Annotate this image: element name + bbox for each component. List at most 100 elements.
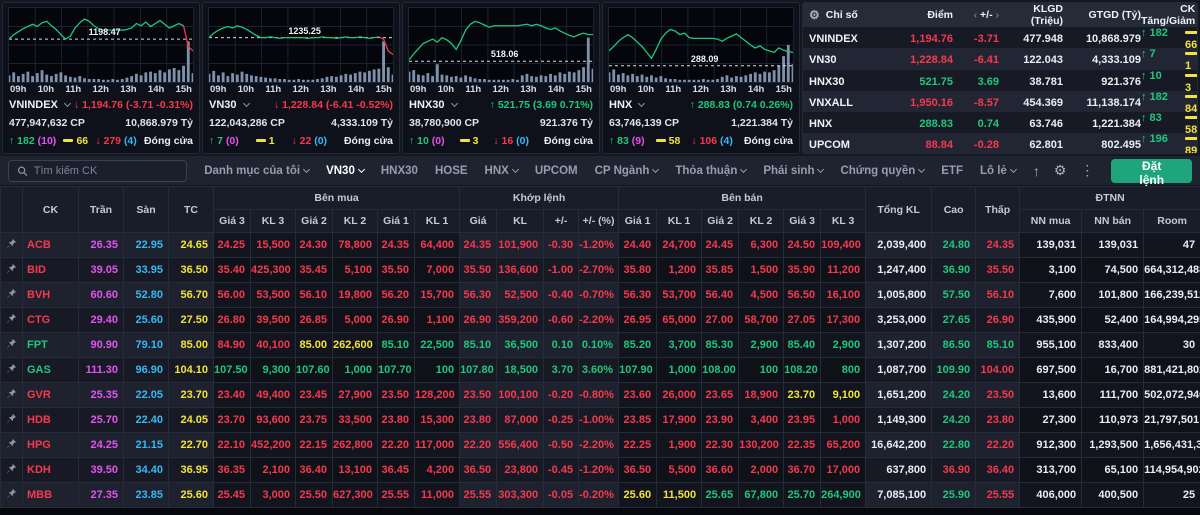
match-price[interactable]: 26.90 xyxy=(459,307,498,333)
pin-cell[interactable] xyxy=(0,307,23,333)
buy-price[interactable]: 24.30 xyxy=(295,232,333,258)
sell-volume[interactable]: 24,700 xyxy=(656,232,703,258)
symbol-cell[interactable]: KDH xyxy=(22,457,79,483)
buy-price[interactable]: 23.50 xyxy=(377,382,415,408)
sell-price[interactable]: 107.90 xyxy=(618,357,658,383)
sell-price[interactable]: 22.35 xyxy=(783,432,822,458)
sell-volume[interactable]: 1,000 xyxy=(820,407,867,433)
buy-volume[interactable]: 11,000 xyxy=(413,482,461,508)
sell-price[interactable]: 56.50 xyxy=(783,282,822,308)
sell-volume[interactable]: 1,500 xyxy=(738,257,785,283)
sell-volume[interactable]: 2,900 xyxy=(820,332,867,358)
tab-thỏa-thuận[interactable]: Thỏa thuận xyxy=(675,165,748,177)
buy-volume[interactable]: 4,200 xyxy=(413,457,461,483)
tab-hnx[interactable]: HNX xyxy=(485,165,519,177)
buy-volume[interactable]: 425,300 xyxy=(250,257,296,283)
sell-volume[interactable]: 2,000 xyxy=(738,457,785,483)
col-sell-gia3[interactable]: Giá 3 xyxy=(783,209,822,233)
index-row-vnindex[interactable]: VNINDEX 1,194.76 -3.71 477.948 10,868.979 ↑ 1… xyxy=(803,27,1197,51)
buy-volume[interactable]: 5,000 xyxy=(332,307,378,333)
sell-price[interactable]: 25.70 xyxy=(783,482,822,508)
buy-price[interactable]: 107.70 xyxy=(377,357,415,383)
pin-cell[interactable] xyxy=(0,407,23,433)
sell-volume[interactable]: 11,500 xyxy=(656,482,703,508)
sell-volume[interactable]: 26,000 xyxy=(656,382,703,408)
buy-volume[interactable]: 262,800 xyxy=(332,432,378,458)
buy-price[interactable]: 56.00 xyxy=(213,282,251,308)
buy-price[interactable]: 85.10 xyxy=(377,332,415,358)
buy-volume[interactable]: 22,500 xyxy=(413,332,461,358)
buy-volume[interactable]: 452,200 xyxy=(250,432,296,458)
sell-volume[interactable]: 58,700 xyxy=(738,307,785,333)
symbol-cell[interactable]: BID xyxy=(22,257,79,283)
match-price[interactable]: 56.30 xyxy=(459,282,498,308)
col-sell-gia2[interactable]: Giá 2 xyxy=(701,209,740,233)
buy-volume[interactable]: 19,800 xyxy=(332,282,378,308)
symbol-cell[interactable]: HDB xyxy=(22,407,79,433)
pin-cell[interactable] xyxy=(0,282,23,308)
col-sell-gia1[interactable]: Giá 1 xyxy=(618,209,658,233)
buy-volume[interactable]: 627,300 xyxy=(332,482,378,508)
symbol-cell[interactable]: ACB xyxy=(22,232,79,258)
pin-cell[interactable] xyxy=(0,482,23,508)
sell-price[interactable]: 23.85 xyxy=(618,407,658,433)
buy-volume[interactable]: 53,500 xyxy=(250,282,296,308)
sell-price[interactable]: 85.30 xyxy=(701,332,740,358)
sell-volume[interactable]: 9,100 xyxy=(820,382,867,408)
buy-volume[interactable]: 262,600 xyxy=(332,332,378,358)
sell-volume[interactable]: 3,700 xyxy=(656,332,703,358)
buy-price[interactable]: 107.60 xyxy=(295,357,333,383)
sell-price[interactable]: 108.20 xyxy=(783,357,822,383)
sell-price[interactable]: 35.80 xyxy=(618,257,658,283)
buy-price[interactable]: 23.45 xyxy=(295,382,333,408)
col-cao[interactable]: Cao xyxy=(931,186,977,233)
index-name-dropdown[interactable]: HNX30 xyxy=(409,97,458,114)
pin-cell[interactable] xyxy=(0,382,23,408)
pin-cell[interactable] xyxy=(0,232,23,258)
sell-volume[interactable]: 65,200 xyxy=(820,432,867,458)
symbol-cell[interactable]: FPT xyxy=(22,332,79,358)
col-change[interactable]: ‹ +/- › xyxy=(973,9,999,21)
sell-volume[interactable]: 109,400 xyxy=(820,232,867,258)
buy-volume[interactable]: 3,000 xyxy=(250,482,296,508)
col-buy-gia2[interactable]: Giá 2 xyxy=(295,209,333,233)
sell-price[interactable]: 108.00 xyxy=(701,357,740,383)
tab-phái-sinh[interactable]: Phái sinh xyxy=(763,165,825,177)
col-sell-kl3[interactable]: KL 3 xyxy=(820,209,867,233)
col-sell-kl2[interactable]: KL 2 xyxy=(738,209,785,233)
sell-volume[interactable]: 800 xyxy=(820,357,867,383)
sell-volume[interactable]: 1,900 xyxy=(656,432,703,458)
index-row-vnxall[interactable]: VNXALL 1,950.16 -8.57 454.369 11,138.174 ↑ 18… xyxy=(803,90,1197,115)
place-order-button[interactable]: Đặt lệnh xyxy=(1111,158,1192,187)
col-sell-kl1[interactable]: KL 1 xyxy=(656,209,703,233)
buy-volume[interactable]: 27,900 xyxy=(332,382,378,408)
sell-volume[interactable]: 67,800 xyxy=(738,482,785,508)
buy-price[interactable]: 36.40 xyxy=(295,457,333,483)
match-price[interactable]: 24.35 xyxy=(459,232,498,258)
buy-volume[interactable]: 117,000 xyxy=(413,432,461,458)
sell-volume[interactable]: 6,300 xyxy=(738,232,785,258)
col-buy-kl1[interactable]: KL 1 xyxy=(413,209,461,233)
index-row-vn30[interactable]: VN30 1,228.84 -6.41 122.043 4,333.109↑ 71↓ 2… xyxy=(803,48,1197,72)
sell-price[interactable]: 22.25 xyxy=(618,432,658,458)
buy-price[interactable]: 107.50 xyxy=(213,357,251,383)
buy-volume[interactable]: 78,800 xyxy=(332,232,378,258)
buy-price[interactable]: 24.25 xyxy=(213,232,251,258)
buy-volume[interactable]: 15,300 xyxy=(413,407,461,433)
sell-price[interactable]: 35.90 xyxy=(783,257,822,283)
buy-price[interactable]: 25.45 xyxy=(213,482,251,508)
sell-volume[interactable]: 16,100 xyxy=(820,282,867,308)
pin-cell[interactable] xyxy=(0,432,23,458)
match-price[interactable]: 23.80 xyxy=(459,407,498,433)
tab-vn30[interactable]: VN30 xyxy=(326,165,365,177)
buy-volume[interactable]: 100 xyxy=(413,357,461,383)
match-price[interactable]: 85.10 xyxy=(459,332,498,358)
sell-price[interactable]: 36.50 xyxy=(618,457,658,483)
buy-price[interactable]: 23.80 xyxy=(377,407,415,433)
col-buy-kl3[interactable]: KL 3 xyxy=(250,209,296,233)
index-name-dropdown[interactable]: VN30 xyxy=(209,97,250,114)
sell-price[interactable]: 35.85 xyxy=(701,257,740,283)
col-nn-mua[interactable]: NN mua xyxy=(1019,209,1083,233)
symbol-cell[interactable]: HPG xyxy=(22,432,79,458)
